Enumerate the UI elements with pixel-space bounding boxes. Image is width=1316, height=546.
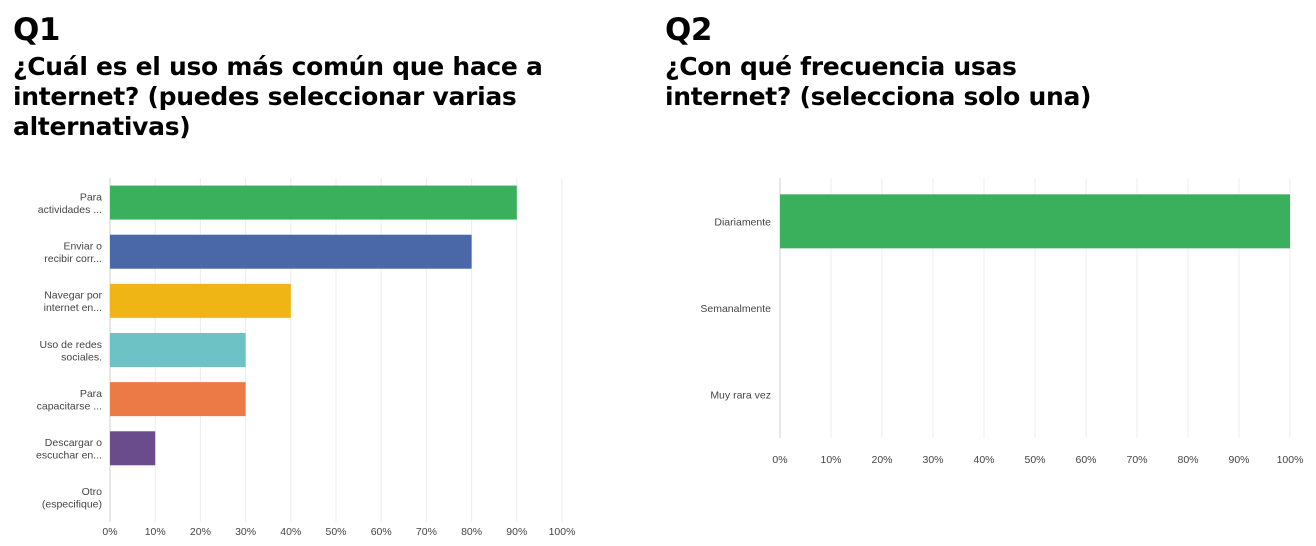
q1-tick-label: 80% (461, 526, 482, 538)
q1-title-line-3: alternativas) (13, 112, 191, 141)
q2-tick-label: 70% (1126, 454, 1147, 466)
q1-category-label: Otro (82, 486, 103, 498)
q1-category-label: Navegar por (44, 290, 102, 302)
q2-bar-chart: Diariamente Semanalmente Muy rara vez 0% 10%… (700, 178, 1304, 466)
q1-bar (110, 382, 246, 417)
q2-tick-label: 10% (820, 454, 841, 466)
q1-bar (110, 431, 156, 466)
q1-tick-label: 10% (145, 526, 166, 538)
q2-tick-label: 50% (1024, 454, 1045, 466)
q1-bar (110, 234, 472, 269)
q2-tick-label: 80% (1177, 454, 1198, 466)
q2-tick-label: 60% (1075, 454, 1096, 466)
q2-tick-label: 100% (1277, 454, 1304, 466)
q1-title-line-2: internet? (puedes seleccionar varias (13, 82, 517, 111)
q1-number: Q1 (13, 12, 60, 48)
q2-title-line-2: internet? (selecciona solo una) (665, 82, 1092, 111)
q1-bar (110, 283, 291, 318)
q1-tick-label: 0% (102, 526, 117, 538)
q2-tick-label: 30% (922, 454, 943, 466)
q1-title-line-1: ¿Cuál es el uso más común que hace a (13, 52, 543, 81)
q1-tick-label: 70% (416, 526, 437, 538)
q1-tick-label: 50% (325, 526, 346, 538)
q1-category-label: (especifique) (42, 499, 102, 511)
q2-category-label: Semanalmente (700, 303, 771, 315)
q2-tick-label: 90% (1228, 454, 1249, 466)
q2-category-label: Muy rara vez (710, 390, 771, 402)
q1-tick-label: 30% (235, 526, 256, 538)
q1-category-label: actividades ... (38, 204, 102, 216)
q1-bar (110, 333, 246, 367)
q2-tick-label: 0% (772, 454, 787, 466)
q1-category-label: Para (80, 191, 102, 203)
q2-tick-label: 20% (871, 454, 892, 466)
q1-category-label: internet en... (44, 302, 102, 314)
q1-category-label: Uso de redes (40, 339, 102, 351)
q1-category-label: capacitarse ... (37, 400, 102, 412)
q1-category-label: Para (80, 388, 102, 400)
q2-tick-label: 40% (973, 454, 994, 466)
q1-category-label: sociales. (61, 351, 102, 363)
q1-tick-label: 20% (190, 526, 211, 538)
q2-category-label: Diariamente (714, 216, 771, 228)
q2-number: Q2 (665, 12, 712, 48)
chart-q1-panel: Q1 ¿Cuál es el uso más común que hace a … (0, 0, 650, 546)
q1-category-label: Enviar o (63, 240, 102, 252)
q1-bar (110, 185, 517, 220)
q1-tick-label: 90% (506, 526, 527, 538)
q1-tick-label: 60% (371, 526, 392, 538)
chart-q2-panel: Q2 ¿Con qué frecuencia usas internet? (s… (660, 0, 1316, 546)
q1-category-label: escuchar en... (36, 450, 102, 462)
q2-bar (780, 194, 1290, 249)
q1-tick-label: 100% (549, 526, 576, 538)
q1-category-label: Descargar o (45, 437, 102, 449)
q1-category-label: recibir corr... (44, 253, 102, 265)
q2-title-line-1: ¿Con qué frecuencia usas (665, 52, 1017, 81)
q1-tick-label: 40% (280, 526, 301, 538)
